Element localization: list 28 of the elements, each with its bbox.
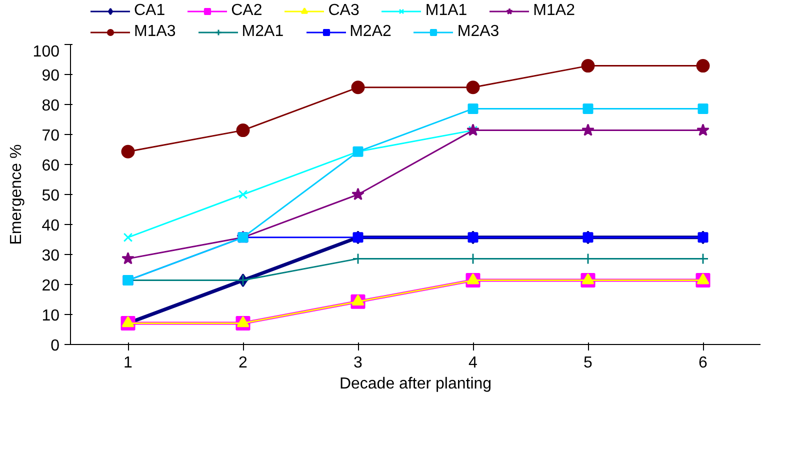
legend-label: M1A1 — [425, 2, 468, 20]
legend-label: M2A2 — [350, 23, 392, 41]
y-tick-label: 60 — [42, 158, 60, 174]
legend-label: CA3 — [328, 2, 360, 20]
y-tick-label: 40 — [42, 218, 60, 234]
x-tick-label: 3 — [354, 354, 363, 372]
legend-label: M1A2 — [533, 2, 575, 20]
legend-label: M1A3 — [134, 23, 176, 41]
y-tick-label: 100 — [32, 44, 60, 60]
legend-label: M2A1 — [242, 23, 284, 41]
legend-label: CA2 — [231, 2, 262, 20]
y-tick-label: 50 — [42, 188, 60, 204]
legend-label: CA1 — [134, 2, 166, 20]
x-tick-label: 1 — [124, 354, 133, 372]
x-tick-label: 5 — [584, 354, 593, 372]
y-tick-label: 0 — [50, 338, 60, 354]
x-tick-label: 4 — [468, 354, 478, 372]
y-tick-label: 20 — [42, 278, 60, 294]
x-tick-label: 2 — [238, 354, 248, 372]
y-tick-label: 70 — [42, 128, 60, 144]
y-tick-label: 30 — [42, 248, 60, 264]
y-tick-label: 80 — [42, 98, 60, 114]
y-axis-title: Emergence % — [8, 144, 25, 245]
y-tick-label: 90 — [42, 68, 60, 84]
x-axis-title: Decade after planting — [339, 376, 492, 392]
x-tick-label: 6 — [698, 354, 708, 372]
legend-label: M2A3 — [457, 23, 500, 41]
y-tick-label: 10 — [42, 308, 60, 324]
